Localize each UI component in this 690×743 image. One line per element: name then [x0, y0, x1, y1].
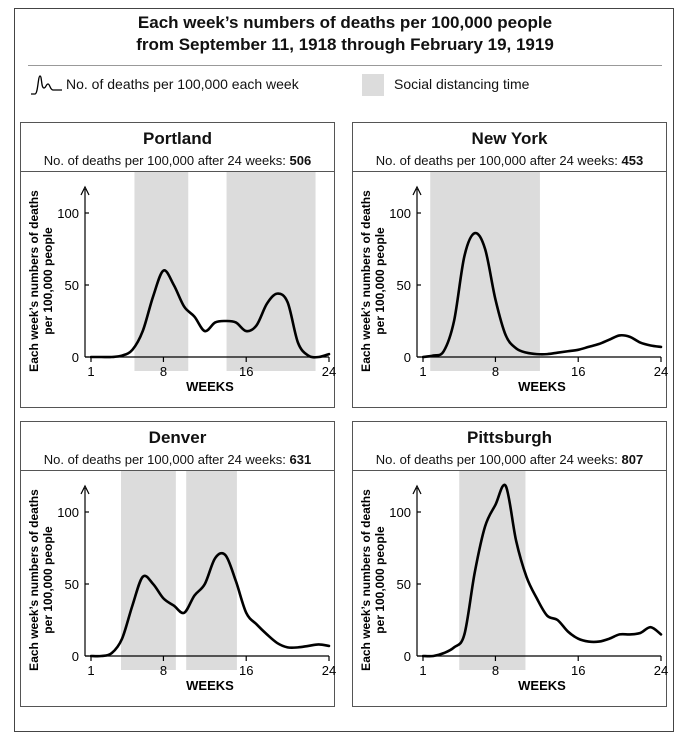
deaths-series-line	[421, 231, 663, 359]
y-tick-label: 50	[65, 278, 79, 293]
y-tick-label: 0	[72, 350, 79, 365]
y-tick-label: 50	[397, 278, 411, 293]
panel-total: 807	[621, 452, 644, 467]
y-axis-arrow	[80, 185, 90, 196]
y-axis-label-line-1: Each week’s numbers of deaths	[27, 489, 41, 671]
title-divider	[28, 65, 662, 66]
title-line-1: Each week’s numbers of deaths per 100,00…	[137, 13, 553, 32]
panel-new-york: New York No. of deaths per 100,000 after…	[352, 122, 668, 408]
panel-subtitle-text: No. of deaths per 100,000 after 24 weeks…	[43, 452, 286, 467]
panel-subtitle-text: No. of deaths per 100,000 after 24 weeks…	[43, 153, 286, 168]
social-distancing-band	[226, 172, 316, 371]
y-axis-label-line-2: per 100,000 people	[373, 227, 387, 335]
panel-denver: Denver No. of deaths per 100,000 after 2…	[20, 421, 336, 707]
x-tick-label: 24	[322, 663, 336, 678]
panel-pittsburgh: Pittsburgh No. of deaths per 100,000 aft…	[352, 421, 668, 707]
deaths-series-line	[421, 483, 663, 658]
y-tick-label: 100	[389, 206, 411, 221]
x-axis-label: WEEKS	[518, 379, 566, 394]
legend-shade-label: Social distancing time	[394, 76, 530, 92]
x-tick-label: 16	[239, 364, 253, 379]
new-york-plot: 0 50 100 1 8 16 24 WEEKS Each week’s numbers of …	[359, 172, 668, 394]
y-tick-label: 50	[65, 577, 79, 592]
y-tick-label: 50	[397, 577, 411, 592]
legend-line-icon	[31, 75, 62, 95]
panel-total: 631	[289, 452, 312, 467]
x-tick-label: 24	[654, 364, 668, 379]
social-distancing-band	[459, 471, 526, 670]
y-tick-label: 100	[389, 505, 411, 520]
y-axis-label-line-2: per 100,000 people	[41, 227, 55, 335]
x-tick-label: 8	[492, 364, 499, 379]
x-tick-label: 8	[492, 663, 499, 678]
title-line-2: from September 11, 1918 through February…	[136, 35, 554, 54]
panel-city-name: Portland	[143, 129, 212, 148]
y-axis-arrow	[80, 484, 90, 495]
x-tick-label: 24	[322, 364, 336, 379]
panel-city-name: Denver	[148, 428, 207, 447]
panel-subtitle-text: No. of deaths per 100,000 after 24 weeks…	[375, 153, 618, 168]
panel-subtitle-text: No. of deaths per 100,000 after 24 weeks…	[375, 452, 618, 467]
x-axis-label: WEEKS	[518, 678, 566, 693]
legend-line-label: No. of deaths per 100,000 each week	[66, 76, 299, 92]
x-tick-label: 8	[160, 663, 167, 678]
deaths-series-line	[89, 269, 331, 359]
panel-divider	[21, 470, 334, 471]
deaths-series-line	[89, 551, 331, 658]
x-tick-label: 1	[87, 364, 94, 379]
x-tick-label: 1	[87, 663, 94, 678]
panel-total: 506	[289, 153, 312, 168]
y-axis-label-line-1: Each week’s numbers of deaths	[359, 190, 373, 372]
x-axis-label: WEEKS	[186, 379, 234, 394]
x-axis-label: WEEKS	[186, 678, 234, 693]
x-tick-label: 16	[571, 364, 585, 379]
social-distancing-band	[430, 172, 540, 371]
denver-plot: 0 50 100 1 8 16 24 WEEKS Each week’s numbers of …	[27, 471, 336, 693]
x-tick-label: 24	[654, 663, 668, 678]
y-tick-label: 100	[57, 505, 79, 520]
y-axis-label-line-1: Each week’s numbers of deaths	[27, 190, 41, 372]
figure-frame	[14, 8, 674, 732]
panel-subtitle: No. of deaths per 100,000 after 24 weeks…	[353, 153, 666, 168]
legend-shade-swatch	[362, 74, 384, 96]
y-axis-arrow	[412, 484, 422, 495]
y-axis-label-line-1: Each week’s numbers of deaths	[359, 489, 373, 671]
panel-subtitle: No. of deaths per 100,000 after 24 weeks…	[21, 153, 334, 168]
panel-divider	[353, 470, 666, 471]
panel-subtitle: No. of deaths per 100,000 after 24 weeks…	[21, 452, 334, 467]
y-axis-label-line-2: per 100,000 people	[373, 526, 387, 634]
panel-city-name: New York	[471, 129, 548, 148]
panel-portland: Portland No. of deaths per 100,000 after…	[20, 122, 336, 408]
y-tick-label: 0	[404, 649, 411, 664]
panel-total: 453	[621, 153, 644, 168]
pittsburgh-plot: 0 50 100 1 8 16 24 WEEKS Each week’s numbers of …	[359, 471, 668, 693]
panel-divider	[21, 171, 334, 172]
x-tick-label: 16	[571, 663, 585, 678]
y-axis-arrow	[412, 185, 422, 196]
panel-subtitle: No. of deaths per 100,000 after 24 weeks…	[353, 452, 666, 467]
portland-plot: 0 50 100 1 8 16 24 WEEKS Each week’s numbers of …	[27, 172, 336, 394]
x-tick-label: 8	[160, 364, 167, 379]
x-tick-label: 1	[419, 364, 426, 379]
panel-city-name: Pittsburgh	[467, 428, 552, 447]
panel-divider	[353, 171, 666, 172]
social-distancing-band	[121, 471, 176, 670]
x-tick-label: 1	[419, 663, 426, 678]
y-tick-label: 100	[57, 206, 79, 221]
social-distancing-band	[186, 471, 237, 670]
y-tick-label: 0	[72, 649, 79, 664]
figure-title: Each week’s numbers of deaths per 100,00…	[0, 12, 690, 56]
y-axis-label-line-2: per 100,000 people	[41, 526, 55, 634]
x-tick-label: 16	[239, 663, 253, 678]
y-tick-label: 0	[404, 350, 411, 365]
